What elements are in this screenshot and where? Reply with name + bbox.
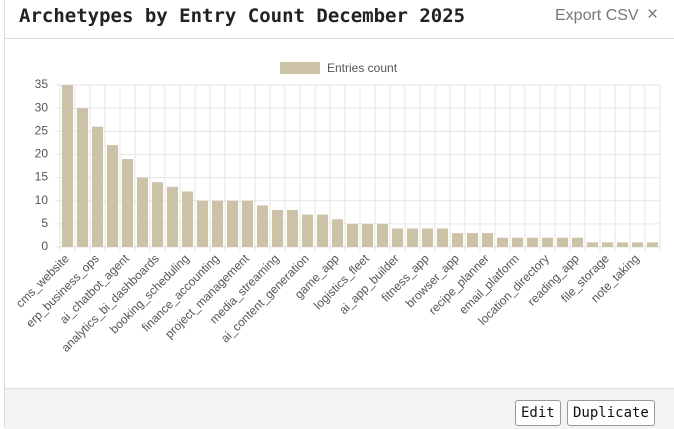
bar — [241, 200, 254, 247]
close-button[interactable]: × — [647, 4, 659, 25]
y-tick-label: 20 — [35, 147, 49, 161]
panel-header: Archetypes by Entry Count December 2025 … — [5, 0, 674, 39]
bar — [391, 228, 404, 247]
bar — [451, 233, 464, 247]
bar — [571, 237, 584, 247]
legend-swatch — [280, 62, 320, 74]
bar — [466, 233, 479, 247]
bar — [361, 223, 374, 247]
bar — [181, 191, 194, 247]
bar — [76, 108, 89, 248]
y-tick-label: 10 — [35, 193, 49, 207]
bar — [526, 237, 539, 247]
export-button[interactable]: Export CSV — [555, 7, 639, 24]
bar — [421, 228, 434, 247]
bar — [271, 209, 284, 247]
bar — [481, 233, 494, 247]
bar — [511, 237, 524, 247]
bar — [436, 228, 449, 247]
bar — [586, 242, 599, 247]
bar — [496, 237, 509, 247]
bar — [556, 237, 569, 247]
y-tick-label: 15 — [35, 170, 49, 184]
bar — [121, 159, 134, 247]
bar — [316, 214, 329, 247]
bar — [601, 242, 614, 247]
y-tick-label: 0 — [41, 239, 48, 253]
bar — [211, 200, 224, 247]
bar — [166, 186, 179, 247]
panel-footer: Edit Duplicate — [5, 388, 674, 429]
y-tick-label: 25 — [35, 123, 49, 137]
bar — [346, 223, 359, 247]
bar — [151, 182, 164, 247]
bar — [61, 85, 74, 247]
chart-title: Archetypes by Entry Count December 2025 — [19, 5, 466, 27]
bar — [646, 242, 659, 247]
bar — [301, 214, 314, 247]
y-tick-label: 5 — [41, 216, 48, 230]
bar — [631, 242, 644, 247]
bar — [256, 205, 269, 247]
bar — [376, 223, 389, 247]
y-tick-label: 30 — [35, 100, 49, 114]
bar — [91, 126, 104, 247]
bar — [406, 228, 419, 247]
bar — [331, 219, 344, 247]
panel: Archetypes by Entry Count December 2025 … — [4, 0, 674, 429]
bar — [136, 177, 149, 247]
bar — [616, 242, 629, 247]
bar — [196, 200, 209, 247]
bar — [541, 237, 554, 247]
bar — [286, 209, 299, 247]
bar — [226, 200, 239, 247]
bar — [106, 145, 119, 247]
y-tick-label: 35 — [35, 77, 49, 91]
duplicate-button[interactable]: Duplicate — [567, 400, 655, 426]
edit-button[interactable]: Edit — [515, 400, 561, 426]
legend-label: Entries count — [327, 61, 398, 75]
